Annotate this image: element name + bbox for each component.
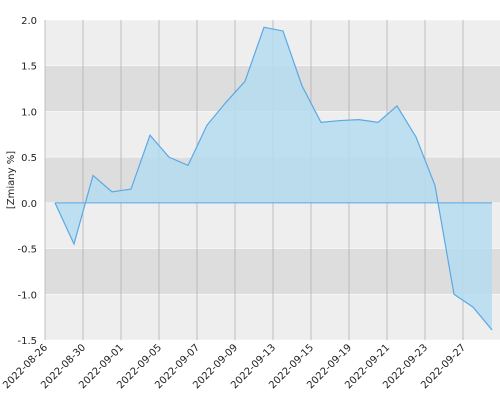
- y-tick-label: 0.5: [21, 153, 37, 164]
- y-axis-label: [Zmiany %]: [6, 151, 17, 209]
- y-tick-label: -1.5: [17, 336, 37, 347]
- background-band: [45, 294, 500, 340]
- y-tick-label: -1.0: [17, 290, 37, 301]
- y-tick-label: 1.5: [21, 62, 37, 73]
- background-band: [45, 202, 500, 249]
- line: [54, 26, 493, 331]
- y-tick-label: 2.0: [21, 16, 37, 27]
- y-tick-label: -0.5: [17, 245, 37, 256]
- area-fill: [55, 27, 492, 330]
- background-band: [45, 248, 500, 295]
- y-tick-label: 1.0: [21, 107, 37, 118]
- y-tick-label: 0.0: [21, 199, 37, 210]
